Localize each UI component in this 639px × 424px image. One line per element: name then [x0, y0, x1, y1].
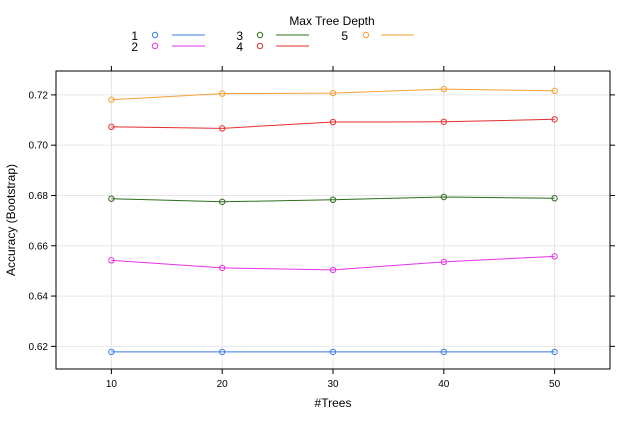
data-point-1-10: [108, 348, 115, 356]
y-tick-label: 0.62: [29, 342, 49, 353]
data-point-5-30: [329, 89, 337, 97]
series-line-3: [111, 196, 555, 203]
data-point-3-40: [440, 193, 447, 201]
data-point-1-20: [219, 348, 226, 356]
data-point-3-10: [108, 195, 115, 202]
data-point-2-40: [440, 258, 447, 266]
data-point-1-30: [329, 348, 337, 356]
data-point-5-20: [219, 90, 226, 97]
legend: 12 34 5: [131, 29, 414, 54]
legend-marker-3: [256, 31, 264, 39]
data-point-3-30: [329, 196, 337, 203]
data-point-5-50: [551, 87, 558, 95]
legend-label-5: 5: [341, 29, 348, 43]
x-tick-label: 50: [549, 379, 561, 390]
data-point-1-50: [551, 348, 558, 356]
legend-title: Max Tree Depth: [289, 14, 374, 28]
y-tick-label: 0.70: [29, 141, 49, 152]
series-line-5: [111, 88, 555, 101]
x-tick-label: 30: [327, 379, 339, 390]
data-point-4-30: [329, 118, 337, 126]
data-point-4-10: [108, 123, 115, 131]
data-point-4-20: [219, 125, 226, 132]
data-point-1-40: [440, 348, 447, 356]
x-tick-label: 10: [106, 379, 118, 390]
data-point-5-40: [440, 85, 447, 93]
data-point-2-30: [329, 266, 337, 274]
legend-label-3: 3: [236, 29, 243, 43]
legend-label-4: 4: [236, 40, 243, 54]
data-point-4-50: [551, 116, 558, 123]
grid: [56, 71, 610, 369]
legend-marker-5: [362, 31, 370, 39]
data-point-5-10: [108, 96, 115, 103]
y-tick-label: 0.66: [29, 241, 49, 252]
data-point-4-40: [440, 118, 447, 125]
x-axis-label: #Trees: [315, 396, 352, 410]
series-line-4: [111, 118, 555, 129]
series-line-2: [111, 255, 555, 271]
y-tick-label: 0.72: [29, 90, 49, 101]
x-tick-label: 40: [438, 379, 450, 390]
legend-marker-4: [256, 42, 264, 50]
y-tick-label: 0.64: [29, 292, 49, 303]
axes: 10 20 30 40 50 0.62 0.64 0.66 0.68 0.70 0.72: [29, 66, 615, 390]
data-point-2-20: [219, 264, 226, 272]
data-point-3-20: [219, 198, 226, 205]
data-point-3-50: [551, 195, 558, 202]
data-point-2-50: [551, 253, 558, 260]
data-point-2-10: [108, 257, 115, 264]
legend-label-1: 1: [131, 29, 138, 43]
y-axis-label: Accuracy (Bootstrap): [4, 164, 18, 276]
series-layer: [108, 85, 558, 356]
y-tick-label: 0.68: [29, 191, 49, 202]
legend-marker-2: [151, 42, 159, 50]
legend-label-2: 2: [131, 40, 138, 54]
legend-marker-1: [151, 31, 159, 39]
x-tick-label: 20: [217, 379, 229, 390]
